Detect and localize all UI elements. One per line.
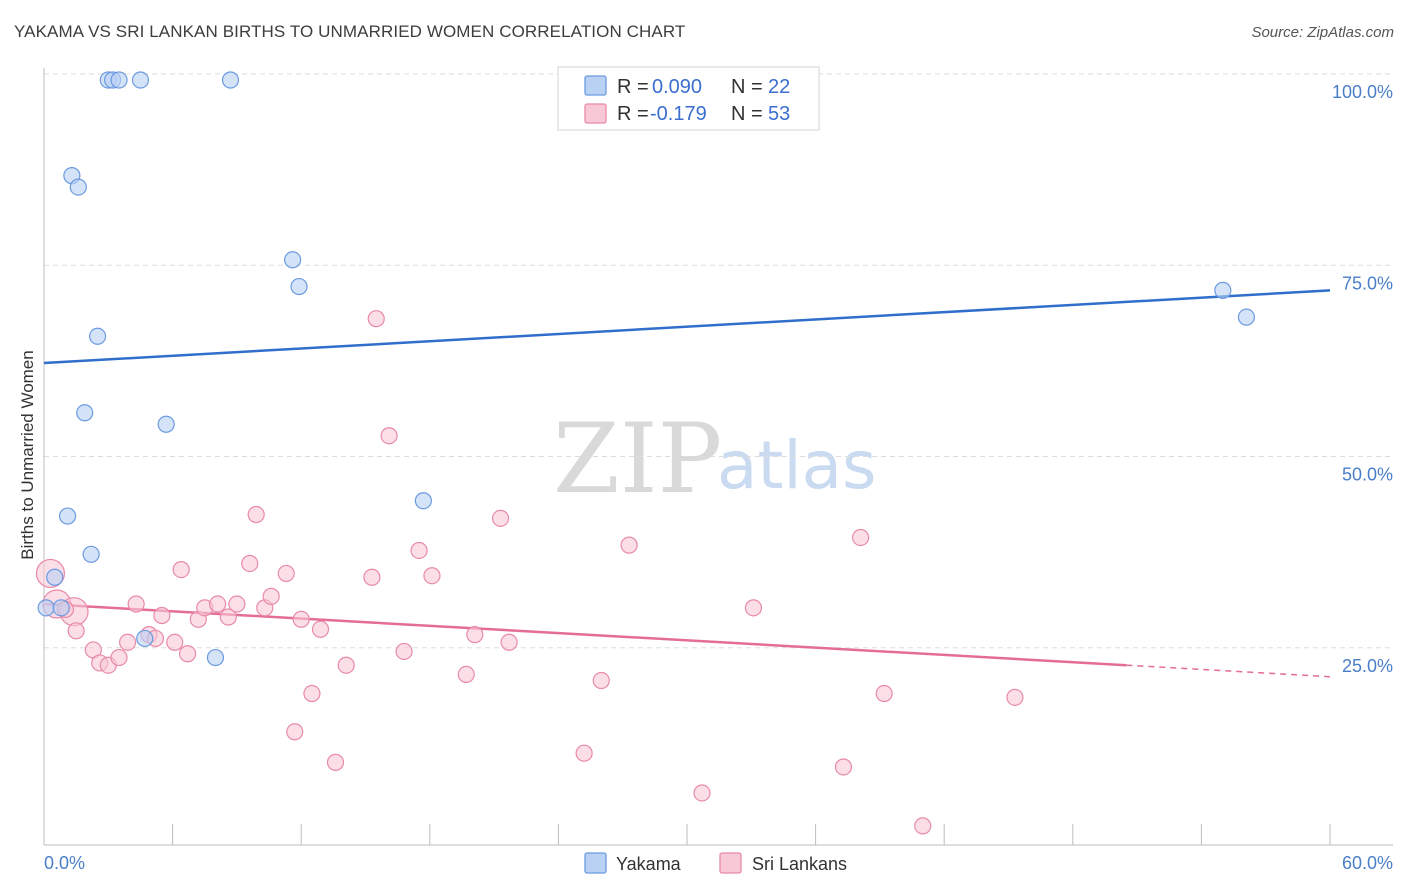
y-tick-label: 25.0% (1342, 656, 1393, 676)
yakama-points (37, 71, 1256, 667)
srilankan-point (423, 567, 441, 585)
srilankan-point (118, 633, 137, 651)
yakama-point (136, 629, 154, 648)
srilankan-point (367, 310, 385, 328)
yakama-trend-line (43, 289, 1331, 365)
srilankan-point (127, 595, 145, 613)
yakama-point (46, 568, 64, 586)
legend-n-label-yakama: N = (731, 76, 763, 98)
y-tick-label: 50.0% (1342, 465, 1393, 485)
legend-r-value-yakama: 0.090 (652, 76, 702, 98)
yakama-point (206, 648, 225, 667)
srilankan-point (277, 564, 295, 583)
srilankan-point (592, 671, 610, 690)
bottom-legend-yakama: Yakama (616, 854, 682, 874)
srilankan-point (363, 568, 381, 586)
srilankan-point (1006, 688, 1024, 706)
yakama-point (414, 492, 432, 510)
legend-r-value-srilankan: -0.179 (650, 103, 707, 125)
srilankan-point (326, 753, 345, 771)
srilankan-point (337, 656, 355, 674)
srilankan-point (110, 648, 128, 667)
srilankan-point (247, 505, 265, 524)
srilankan-point (834, 758, 853, 776)
legend-yakama-swatch (584, 75, 607, 96)
srilankan-point (914, 817, 932, 835)
bottom-legend-srilankans: Sri Lankans (752, 854, 847, 874)
correlation-legend: R = 0.090 N = 22 R = -0.179 N = 53 (557, 66, 820, 131)
legend-n-label-srilankan: N = (731, 103, 763, 125)
source-label: Source: ZipAtlas.com (1251, 24, 1394, 41)
y-axis-label: Births to Unmarried Women (18, 350, 37, 559)
x-tick-label-min: 0.0% (44, 853, 85, 873)
srilankan-point (67, 622, 85, 640)
yakama-point (157, 415, 175, 433)
srilankan-point (179, 645, 197, 663)
srilankan-trend-extension (1126, 664, 1331, 678)
yakama-point (76, 404, 94, 422)
y-tick-label: 100.0% (1332, 82, 1393, 102)
watermark-atlas: atlas (717, 427, 877, 504)
srilankan-point (395, 642, 413, 661)
srilankan-point (303, 684, 321, 703)
srilankan-point (457, 665, 475, 684)
srilankan-point (466, 626, 484, 644)
x-tick-label-max: 60.0% (1342, 853, 1393, 873)
srilankan-point (620, 536, 638, 554)
yakama-point (82, 545, 100, 563)
srilankan-point (286, 723, 304, 741)
srilankan-point (500, 633, 518, 651)
legend-srilankan-swatch (584, 103, 607, 124)
legend-r-label-yakama: R = (617, 76, 649, 98)
yakama-point (88, 327, 107, 345)
watermark-zip: ZIP (553, 403, 722, 515)
srilankan-point (744, 599, 763, 617)
srilankan-point (166, 633, 184, 651)
srilankan-point (219, 608, 237, 626)
srilankan-point (228, 595, 246, 613)
yakama-point (37, 599, 55, 617)
yakama-point (110, 71, 128, 89)
bottom-legend-yakama-swatch (584, 852, 607, 874)
srilankan-point (875, 684, 893, 703)
srilankan-point (209, 595, 227, 613)
legend-r-label-srilankan: R = (617, 103, 649, 125)
yakama-point (221, 71, 240, 89)
sri-lankans-points (35, 310, 1024, 835)
yakama-point (284, 251, 302, 269)
srilankan-point (241, 554, 259, 573)
srilankan-point (153, 606, 171, 625)
srilankan-point (292, 610, 310, 628)
legend-n-value-srilankan: 53 (768, 103, 790, 125)
y-tick-label: 75.0% (1342, 273, 1393, 293)
srilankan-point (575, 744, 593, 762)
srilankan-point (262, 587, 280, 605)
legend-n-value-yakama: 22 (768, 76, 790, 98)
srilankan-point (852, 528, 870, 547)
srilankan-point (693, 784, 711, 802)
yakama-point (131, 71, 150, 89)
srilankan-point (410, 541, 428, 560)
bottom-legend-srilankan-swatch (719, 852, 742, 874)
yakama-point (58, 507, 77, 525)
y-tick-labels: 25.0% 50.0% 75.0% 100.0% (1332, 82, 1393, 676)
x-tick-marks (43, 824, 1331, 845)
srilankan-point (172, 560, 190, 579)
srilankan-point (380, 427, 398, 445)
srilankan-point (491, 509, 510, 527)
yakama-point (69, 178, 87, 196)
srilankan-point (311, 620, 330, 638)
yakama-point (290, 277, 308, 296)
chart-title: YAKAMA VS SRI LANKAN BIRTHS TO UNMARRIED… (14, 22, 686, 41)
series-legend: Yakama Sri Lankans (584, 852, 847, 874)
yakama-point (52, 599, 70, 617)
yakama-point (1237, 308, 1256, 326)
yakama-point (1214, 281, 1232, 299)
